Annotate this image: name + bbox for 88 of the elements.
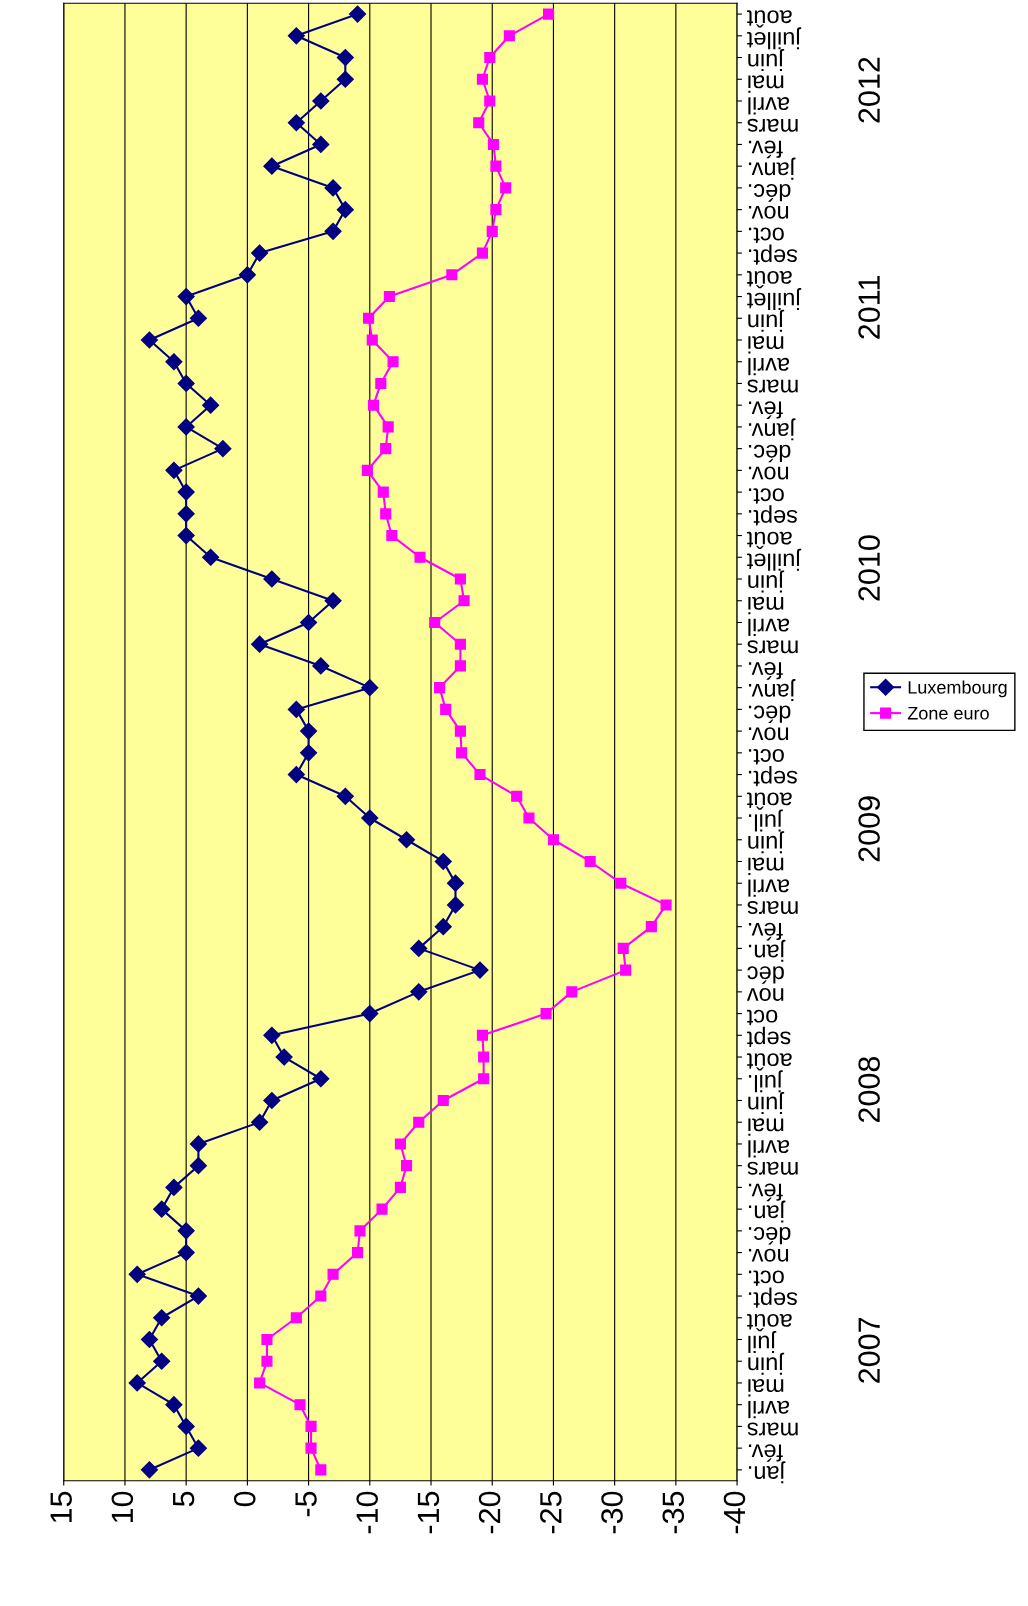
- y-tick-label: mai: [748, 1118, 784, 1136]
- text: 2008: [858, 1056, 880, 1123]
- y-tick-label: avril: [748, 879, 790, 897]
- x-tick-label: 10: [111, 1491, 134, 1523]
- y-tick-label: mai: [748, 336, 784, 354]
- x-tick-label: 5: [173, 1491, 195, 1507]
- y-tick-label: janv.: [748, 157, 796, 180]
- x-tick-label: -30: [601, 1491, 623, 1534]
- text: 2010: [858, 535, 880, 601]
- y-tick-label: sept.: [748, 505, 798, 526]
- y-tick-label: nov.: [748, 727, 789, 741]
- y-tick-label: avril: [748, 618, 790, 636]
- y-tick-label: oct.: [748, 1270, 784, 1286]
- y-tick-label: déc.: [748, 184, 791, 202]
- x-tick-label: -20: [478, 1491, 501, 1534]
- y-tick-label: juil: [748, 1330, 777, 1353]
- y-tick-label: mars: [747, 118, 798, 132]
- y-tick-label: fév.: [748, 140, 783, 159]
- y-tick-label: jan.: [748, 1200, 786, 1223]
- x-tick-label: -10: [356, 1491, 378, 1534]
- x-tick-label: -15: [417, 1491, 440, 1534]
- y-tick-label: mai: [748, 596, 784, 615]
- y-tick-label: sept.: [748, 766, 798, 787]
- y-tick-label: mars: [747, 1161, 798, 1175]
- y-tick-label: fév.: [748, 662, 783, 680]
- y-tick-label: fév.: [748, 922, 783, 941]
- y-tick-label: août: [746, 10, 792, 28]
- y-tick-label: fév.: [748, 401, 783, 419]
- y-tick-label: juin: [748, 1352, 785, 1375]
- y-tick-label: sept.: [748, 1287, 798, 1308]
- y-tick-label: déc.: [748, 705, 791, 724]
- y-tick-label: oct.: [748, 488, 784, 504]
- text: 2009: [858, 796, 880, 862]
- y-tick-label: sept: [746, 1026, 791, 1047]
- y-tick-label: août: [746, 1053, 792, 1071]
- y-tick-label: juin: [748, 570, 785, 593]
- y-tick-label: jan.: [748, 939, 786, 962]
- y-tick-label: juin: [748, 1091, 785, 1114]
- x-tick-label: -5: [295, 1491, 317, 1517]
- legend-label: Luxembourg: [908, 680, 1007, 698]
- y-tick-label: juillet: [746, 27, 802, 50]
- x-tick-label: 15: [50, 1491, 72, 1523]
- x-tick-label: 0: [233, 1491, 256, 1507]
- y-tick-label: juin: [748, 831, 785, 854]
- y-tick-label: nov.: [748, 1248, 789, 1262]
- y-tick-label: oct.: [748, 227, 784, 243]
- y-tick-label: jan.: [748, 1461, 786, 1484]
- x-tick-label: -40: [723, 1491, 746, 1534]
- text: 2007: [858, 1317, 880, 1383]
- y-tick-label: sept.: [748, 244, 798, 265]
- y-tick-label: déc.: [748, 1226, 791, 1245]
- y-tick-label: mai: [748, 1379, 784, 1397]
- y-tick-label: avril: [748, 97, 790, 115]
- y-tick-label: nov.: [748, 205, 789, 219]
- y-tick-label: mars: [747, 1422, 798, 1436]
- y-tick-label: août: [746, 531, 792, 550]
- y-tick-label: déc: [747, 966, 784, 984]
- y-tick-label: août: [746, 792, 792, 810]
- y-tick-label: oct.: [748, 748, 784, 765]
- y-tick-label: mai: [748, 75, 784, 93]
- y-tick-label: avril: [748, 357, 790, 376]
- y-tick-label: juin: [748, 48, 785, 71]
- y-tick-label: avril: [748, 1140, 790, 1158]
- y-tick-label: mars: [747, 379, 798, 393]
- y-tick-label: juin: [748, 309, 785, 332]
- y-tick-label: mai: [748, 857, 784, 875]
- y-tick-label: oct: [746, 1009, 778, 1026]
- y-tick-label: avril: [748, 1400, 790, 1419]
- y-tick-label: juil.: [748, 809, 783, 832]
- y-tick-label: fév.: [748, 1444, 783, 1462]
- y-tick-label: janv.: [748, 418, 796, 441]
- y-tick-label: mars: [747, 640, 798, 654]
- text: 2012: [858, 57, 880, 123]
- y-tick-label: mars: [747, 901, 798, 914]
- x-tick-label: -35: [662, 1491, 685, 1534]
- y-tick-label: août: [746, 1313, 792, 1332]
- text: 2011: [858, 276, 880, 339]
- y-tick-label: nov.: [748, 466, 789, 480]
- y-tick-label: janv.: [748, 679, 796, 702]
- y-tick-label: nov: [746, 987, 784, 1001]
- y-tick-label: juillet: [746, 548, 802, 571]
- legend-label: Zone euro: [907, 707, 989, 720]
- y-tick-label: juil.: [748, 1070, 783, 1093]
- x-tick-label: -25: [540, 1491, 562, 1534]
- y-tick-label: déc.: [748, 444, 791, 463]
- y-tick-label: juillet: [746, 287, 802, 310]
- y-tick-label: août: [746, 270, 792, 289]
- y-tick-label: fév.: [748, 1183, 783, 1202]
